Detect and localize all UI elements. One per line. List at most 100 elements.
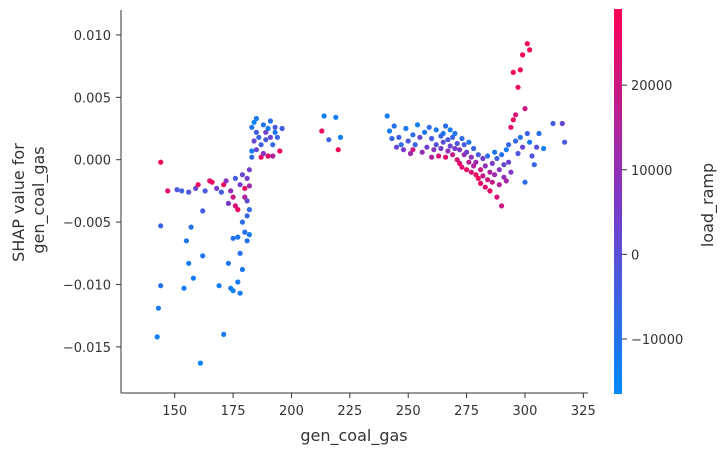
- scatter-point: [200, 253, 206, 259]
- scatter-point: [506, 142, 512, 148]
- scatter-point: [249, 154, 255, 160]
- scatter-point: [216, 283, 222, 289]
- scatter-point: [464, 149, 470, 155]
- scatter-point: [485, 177, 491, 183]
- scatter-point: [235, 279, 241, 285]
- scatter-point: [267, 134, 273, 140]
- scatter-point: [517, 67, 523, 73]
- scatter-point: [158, 283, 164, 289]
- scatter-point: [466, 159, 472, 165]
- scatter-point: [429, 135, 435, 142]
- scatter-point: [260, 122, 266, 128]
- scatter-point: [183, 238, 189, 244]
- scatter-point: [155, 305, 161, 311]
- scatter-point: [510, 69, 516, 75]
- scatter-point: [398, 142, 404, 148]
- scatter-point: [445, 137, 451, 143]
- scatter-point: [239, 219, 245, 225]
- scatter-point: [508, 124, 514, 130]
- scatter-point: [333, 114, 339, 120]
- scatter-point: [242, 194, 248, 200]
- scatter-point: [258, 142, 264, 148]
- scatter-point: [274, 134, 280, 140]
- scatter-point: [186, 260, 192, 266]
- scatter-point: [279, 125, 285, 132]
- scatter-point: [242, 185, 248, 191]
- scatter-point: [480, 155, 486, 162]
- scatter-point: [559, 120, 565, 127]
- scatter-point: [232, 203, 238, 209]
- scatter-point: [529, 153, 535, 159]
- scatter-point: [541, 145, 547, 152]
- scatter-point: [454, 157, 460, 163]
- scatter-point: [391, 123, 397, 129]
- scatter-point: [214, 185, 220, 191]
- scatter-point: [384, 113, 390, 119]
- scatter-point: [447, 143, 453, 149]
- x-tick-label: 200: [279, 404, 304, 419]
- scatter-point: [400, 147, 407, 153]
- scatter-point: [475, 175, 481, 181]
- scatter-point: [482, 163, 488, 169]
- x-tick-label: 175: [221, 404, 246, 419]
- scatter-point: [230, 194, 236, 200]
- scatter-point: [242, 229, 248, 235]
- scatter-point: [513, 138, 519, 144]
- scatter-point: [319, 128, 325, 134]
- scatter-point: [246, 167, 252, 173]
- scatter-point: [510, 117, 516, 123]
- scatter-point: [195, 182, 201, 188]
- scatter-point: [440, 139, 446, 145]
- scatter-point: [417, 134, 423, 140]
- scatter-point: [412, 142, 418, 148]
- scatter-point: [225, 200, 231, 206]
- scatter-point: [253, 129, 259, 135]
- scatter-point: [508, 169, 514, 175]
- scatter-point: [244, 198, 250, 204]
- x-tick-label: 150: [162, 404, 187, 419]
- scatter-point: [466, 139, 472, 145]
- x-tick-label: 225: [337, 404, 362, 419]
- scatter-point: [503, 147, 509, 153]
- scatter-point: [265, 153, 271, 159]
- scatter-point: [536, 130, 542, 137]
- y-axis-ticks: −0.015 −0.010 −0.005 0.000 0.005 0.010: [63, 29, 121, 356]
- colorbar-tick-label: 20000: [631, 79, 672, 94]
- scatter-point: [218, 189, 224, 195]
- scatter-point: [496, 182, 502, 188]
- scatter-point: [464, 167, 470, 173]
- x-tick-label: 250: [396, 404, 421, 419]
- scatter-point: [386, 128, 393, 134]
- scatter-point: [499, 152, 505, 158]
- scatter-point: [424, 144, 430, 150]
- scatter-point: [499, 203, 505, 209]
- scatter-point: [403, 125, 409, 132]
- scatter-point: [471, 145, 477, 152]
- scatter-point: [249, 148, 255, 154]
- scatter-point: [396, 134, 402, 140]
- colorbar: [614, 9, 622, 394]
- scatter-point: [335, 147, 341, 153]
- scatter-point: [272, 129, 278, 135]
- scatter-point: [457, 147, 463, 153]
- scatter-point: [235, 234, 241, 240]
- scatter-point: [494, 194, 500, 200]
- scatter-point: [414, 122, 421, 128]
- scatter-point: [515, 84, 521, 90]
- scatter-point: [496, 167, 502, 173]
- scatter-point: [445, 148, 451, 154]
- scatter-point: [524, 41, 530, 47]
- scatter-point: [422, 129, 428, 135]
- scatter-point: [237, 250, 243, 256]
- scatter-point: [246, 207, 252, 213]
- scatter-point: [478, 180, 484, 186]
- x-tick-label: 325: [571, 404, 596, 419]
- scatter-point: [251, 119, 257, 125]
- scatter-point: [244, 238, 250, 244]
- scatter-point: [389, 135, 395, 142]
- scatter-point: [457, 160, 463, 166]
- scatter-point: [228, 188, 234, 194]
- scatter-point: [515, 150, 521, 157]
- scatter-point: [158, 223, 164, 229]
